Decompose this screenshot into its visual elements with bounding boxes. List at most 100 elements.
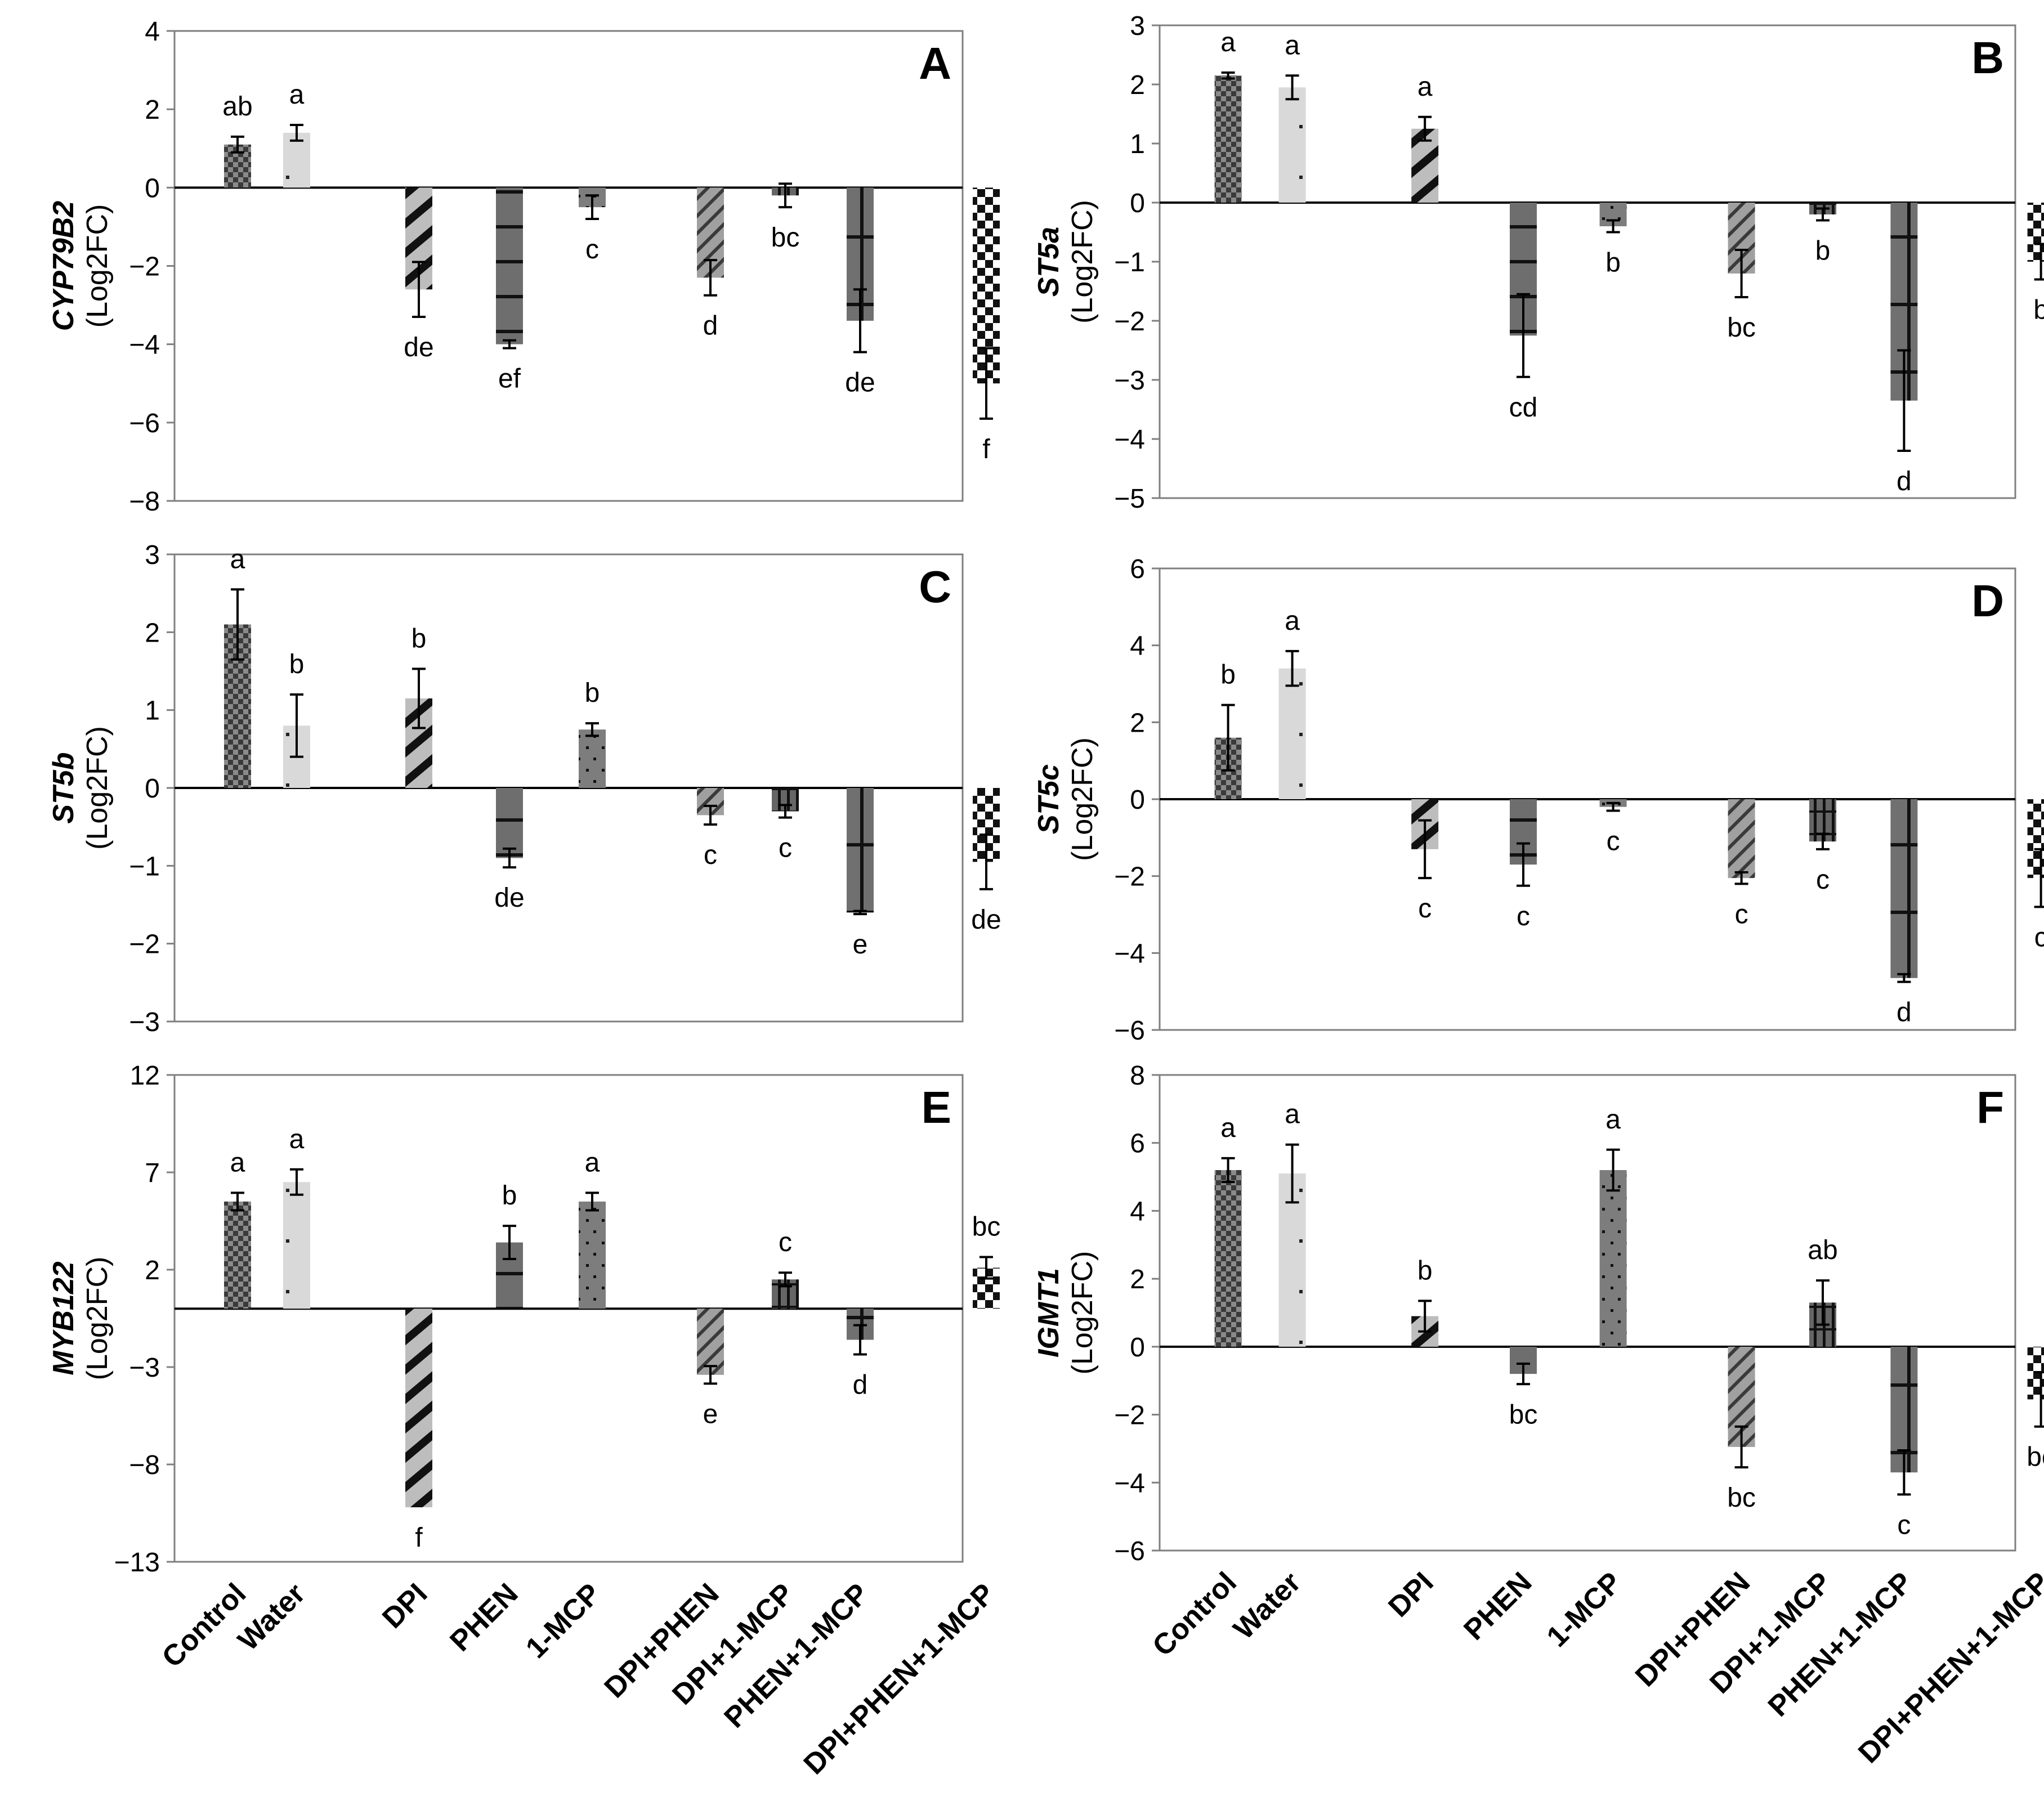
significance-letter: a: [1285, 30, 1300, 60]
x-category-label: 1-MCP: [520, 1577, 607, 1664]
y-tick-label: 3: [145, 540, 160, 570]
bar-1-mcp: [579, 1201, 606, 1309]
significance-letter: b: [2033, 295, 2044, 325]
y-tick-label: −5: [1114, 484, 1145, 514]
gene-name: MYB122: [47, 1261, 80, 1375]
significance-letter: f: [982, 434, 990, 464]
panel-letter: B: [1971, 33, 2004, 83]
significance-letter: a: [1220, 1113, 1236, 1143]
significance-letter: b: [289, 649, 305, 679]
significance-letter: bc: [771, 223, 800, 253]
significance-letter: a: [289, 1124, 305, 1154]
y-tick-label: 8: [1130, 1061, 1145, 1091]
significance-letter: de: [971, 905, 1001, 935]
y-tick-label: 3: [1130, 11, 1145, 41]
y-tick-label: −3: [129, 1007, 160, 1037]
y-unit: (Log2FC): [1066, 1251, 1099, 1375]
significance-letter: bc: [1727, 313, 1756, 343]
plot-frame: [1159, 1074, 2016, 1552]
y-unit: (Log2FC): [81, 726, 114, 850]
significance-letter: a: [1285, 606, 1300, 636]
y-tick-label: −8: [129, 487, 160, 517]
significance-letter: b: [1815, 236, 1831, 266]
significance-letter: bc: [2027, 1442, 2044, 1472]
y-tick-label: 4: [1130, 1197, 1145, 1226]
y-tick-label: −1: [129, 852, 160, 881]
panel-b: 3 2 1 0 −1 −2 −3 −4 −5 a a a cd b bc b d b B ST5a(Log2FC): [1032, 11, 2044, 514]
significance-letter: de: [404, 333, 433, 362]
bar-dpi: [405, 1309, 432, 1508]
y-unit: (Log2FC): [81, 204, 114, 328]
significance-letter: b: [1605, 248, 1621, 278]
y-tick-label: −1: [1114, 248, 1145, 277]
panel-d: 6 4 2 0 −2 −4 −6 b a c c c c c d c D ST5c(Log2FC): [1032, 554, 2044, 1046]
bar-water: [283, 132, 310, 188]
y-tick-label: 6: [1130, 1129, 1145, 1159]
significance-letter: de: [494, 883, 524, 913]
x-category-label: 1-MCP: [1541, 1566, 1628, 1653]
y-tick-label: 2: [145, 618, 160, 648]
significance-letter: bc: [972, 1212, 1001, 1242]
y-tick-label: −8: [129, 1450, 160, 1480]
y-tick-label: 2: [1130, 708, 1145, 738]
y-axis-label: IGMT1(Log2FC): [1032, 1251, 1099, 1375]
bar-water: [1278, 668, 1306, 799]
y-tick-label: −2: [1114, 1401, 1145, 1431]
significance-letter: c: [1607, 827, 1620, 857]
significance-letter: d: [1897, 998, 1912, 1028]
y-tick-label: −4: [1114, 939, 1145, 969]
y-tick-label: −4: [1114, 1468, 1145, 1498]
bar-1-mcp: [1599, 1170, 1627, 1347]
gene-name: IGMT1: [1032, 1268, 1065, 1358]
panel-letter: A: [919, 38, 951, 88]
y-tick-label: −3: [129, 1353, 160, 1383]
bar-water: [1278, 87, 1306, 203]
y-tick-label: −2: [1114, 307, 1145, 337]
significance-letter: c: [585, 235, 599, 265]
y-tick-label: 0: [145, 173, 160, 203]
panel-letter: C: [919, 562, 951, 612]
y-tick-label: 7: [145, 1158, 160, 1188]
x-category-label: Control: [1146, 1566, 1243, 1663]
y-unit: (Log2FC): [1066, 200, 1099, 324]
y-tick-label: 2: [145, 95, 160, 125]
x-category-label: Water: [1227, 1566, 1307, 1646]
significance-letter: b: [502, 1181, 517, 1211]
significance-letter: e: [703, 1399, 718, 1429]
y-tick-label: 0: [1130, 189, 1145, 218]
y-axis-label: ST5a(Log2FC): [1032, 200, 1099, 324]
y-tick-label: 0: [1130, 785, 1145, 815]
x-category-label: DPI: [376, 1577, 433, 1634]
significance-letter: c: [779, 834, 792, 863]
panel-letter: F: [1976, 1082, 2004, 1132]
significance-letter: a: [1220, 28, 1236, 57]
significance-letter: ab: [222, 92, 252, 122]
y-tick-label: −6: [1114, 1536, 1145, 1566]
x-category-label: Water: [232, 1577, 312, 1657]
gene-name: ST5c: [1032, 764, 1065, 834]
y-tick-label: 0: [145, 774, 160, 804]
significance-letter: a: [289, 80, 305, 110]
significance-letter: c: [779, 1227, 792, 1257]
significance-letter: e: [853, 930, 868, 960]
significance-letter: ab: [1808, 1235, 1837, 1265]
bar-control: [1214, 75, 1242, 203]
y-unit: (Log2FC): [1066, 737, 1099, 861]
plot-frame: [173, 1074, 964, 1563]
y-tick-label: −2: [129, 930, 160, 960]
bar-1-mcp: [579, 729, 606, 788]
y-tick-label: 12: [130, 1061, 160, 1091]
y-tick-label: 1: [145, 696, 160, 726]
bar-dpi-phen: [697, 1309, 724, 1375]
x-category-label: Control: [156, 1577, 253, 1674]
y-tick-label: 4: [1130, 631, 1145, 661]
panel-letter: E: [922, 1082, 951, 1132]
significance-letter: d: [853, 1370, 868, 1400]
x-category-label: PHEN: [444, 1577, 524, 1657]
y-tick-label: −6: [1114, 1016, 1145, 1046]
significance-letter: c: [704, 840, 717, 870]
bar-phen-1-mcp: [847, 788, 874, 913]
significance-letter: c: [1816, 865, 1830, 895]
y-tick-label: −4: [129, 330, 160, 360]
